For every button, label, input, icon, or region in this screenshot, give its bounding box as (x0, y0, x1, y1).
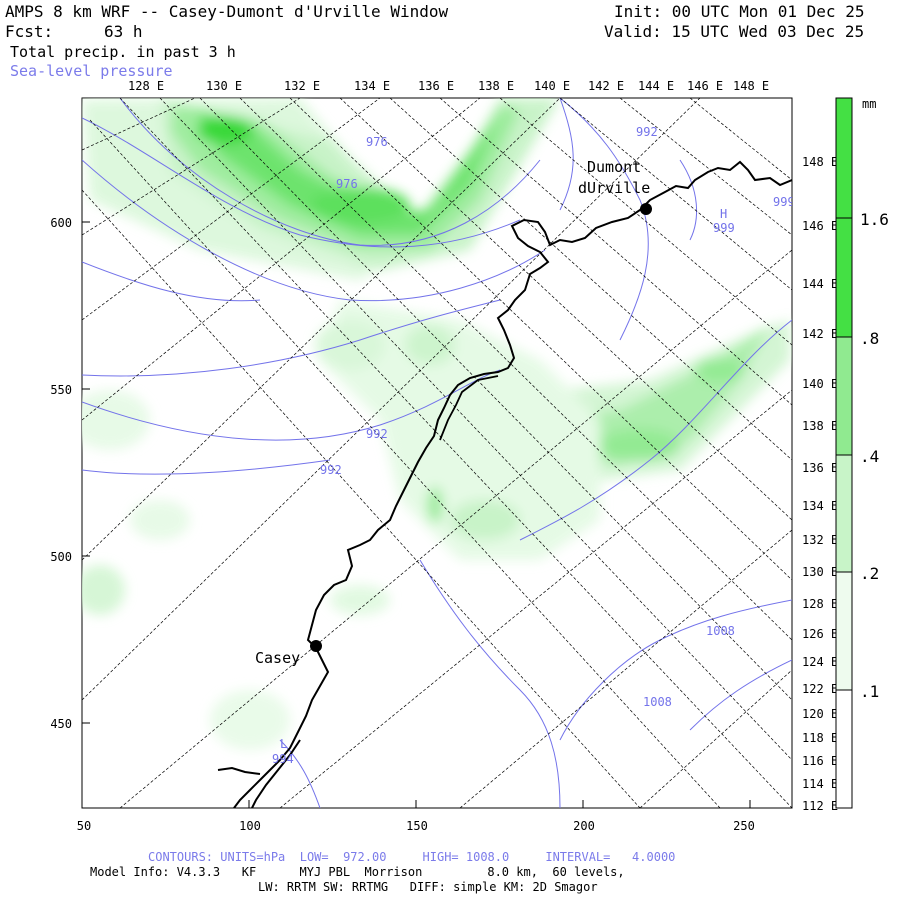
lon-label: 148 E (733, 79, 769, 93)
colorbar-unit: mm (862, 97, 876, 111)
contour-label: 992 (320, 463, 342, 477)
y-tick-label: 500 (50, 550, 72, 564)
lon-label: 142 E (802, 327, 838, 341)
colorbar-level: .2 (860, 564, 879, 583)
high-mark: H (720, 207, 727, 221)
station-label-durville: dUrville (578, 179, 650, 197)
field-precip-label: Total precip. in past 3 h (10, 43, 236, 61)
lon-label: 140 E (802, 377, 838, 391)
init-time: Init: 00 UTC Mon 01 Dec 25 (614, 2, 865, 21)
lon-label: 118 E (802, 731, 838, 745)
x-axis (81, 800, 751, 808)
lon-label: 120 E (802, 707, 838, 721)
y-tick-label: 450 (50, 717, 72, 731)
contour-label: 992 (366, 427, 388, 441)
coastline-inlet (439, 375, 499, 441)
low-mark: L (280, 737, 287, 751)
precip-field (82, 98, 790, 750)
field-slp-label: Sea-level pressure (10, 62, 173, 80)
lon-label: 146 E (802, 219, 838, 233)
valid-time: Valid: 15 UTC Wed 03 Dec 25 (604, 22, 865, 41)
lon-label: 114 E (802, 777, 838, 791)
y-tick-label: 600 (50, 216, 72, 230)
x-tick-label: 150 (406, 819, 428, 833)
colorbar (835, 97, 853, 809)
lon-label: 136 E (802, 461, 838, 475)
x-tick-label: 100 (239, 819, 261, 833)
lon-label: 126 E (802, 627, 838, 641)
x-tick-label: 50 (77, 819, 91, 833)
forecast-hour: 63 h (104, 22, 143, 41)
model-info: Model Info: V4.3.3 KF MYJ PBL Morrison 8… (90, 865, 625, 879)
right-longitude-labels: 148 E 146 E 144 E 142 E 140 E 138 E 136 … (802, 155, 838, 813)
contour-label: 994 (272, 752, 294, 766)
colorbar-level: .1 (860, 682, 879, 701)
coastline-inner (251, 739, 301, 808)
contour-labels: 992 976 976 992 992 999 1008 1008 994 99… (272, 125, 795, 766)
lon-label: 116 E (802, 754, 838, 768)
lon-label: 148 E (802, 155, 838, 169)
lon-label: 144 E (802, 277, 838, 291)
colorbar-level: .4 (860, 447, 879, 466)
lon-label: 144 E (638, 79, 674, 93)
contour-label: 1008 (706, 624, 735, 638)
colorbar-level: 1.6 (860, 210, 889, 229)
lon-label: 138 E (478, 79, 514, 93)
lon-label: 140 E (534, 79, 570, 93)
coastline-east (217, 766, 261, 775)
lon-label: 132 E (284, 79, 320, 93)
contour-label: 976 (366, 135, 388, 149)
forecast-label: Fcst: (5, 22, 54, 41)
lon-label: 134 E (354, 79, 390, 93)
top-longitude-labels: 128 E 130 E 132 E 134 E 136 E 138 E 140 … (128, 79, 769, 93)
station-label-dumont: Dumont (587, 158, 641, 176)
lon-label: 136 E (418, 79, 454, 93)
contour-label: 999 (773, 195, 795, 209)
contours-info: CONTOURS: UNITS=hPa LOW= 972.00 HIGH= 10… (148, 850, 676, 864)
map-title: AMPS 8 km WRF -- Casey-Dumont d'Urville … (5, 2, 449, 21)
y-axis (82, 221, 90, 724)
lon-label: 130 E (206, 79, 242, 93)
lon-label: 146 E (687, 79, 723, 93)
lon-label: 124 E (802, 655, 838, 669)
dumont-durville-station-marker (640, 203, 652, 215)
lon-label: 138 E (802, 419, 838, 433)
station-label-casey: Casey (255, 649, 300, 667)
x-tick-label: 200 (573, 819, 595, 833)
y-tick-label: 550 (50, 383, 72, 397)
contour-label: 992 (636, 125, 658, 139)
physics-info: LW: RRTM SW: RRTMG DIFF: simple KM: 2D S… (258, 880, 598, 894)
lon-label: 142 E (588, 79, 624, 93)
lon-label: 122 E (802, 682, 838, 696)
contour-label: 1008 (643, 695, 672, 709)
lon-label: 112 E (802, 799, 838, 813)
lon-label: 130 E (802, 565, 838, 579)
contour-label: 999 (713, 221, 735, 235)
colorbar-level: .8 (860, 329, 879, 348)
casey-station-marker (310, 640, 322, 652)
x-tick-label: 250 (733, 819, 755, 833)
lon-label: 128 E (802, 597, 838, 611)
contour-label: 976 (336, 177, 358, 191)
lon-label: 128 E (128, 79, 164, 93)
graticule-lines (82, 98, 792, 808)
lon-label: 134 E (802, 499, 838, 513)
lon-label: 132 E (802, 533, 838, 547)
